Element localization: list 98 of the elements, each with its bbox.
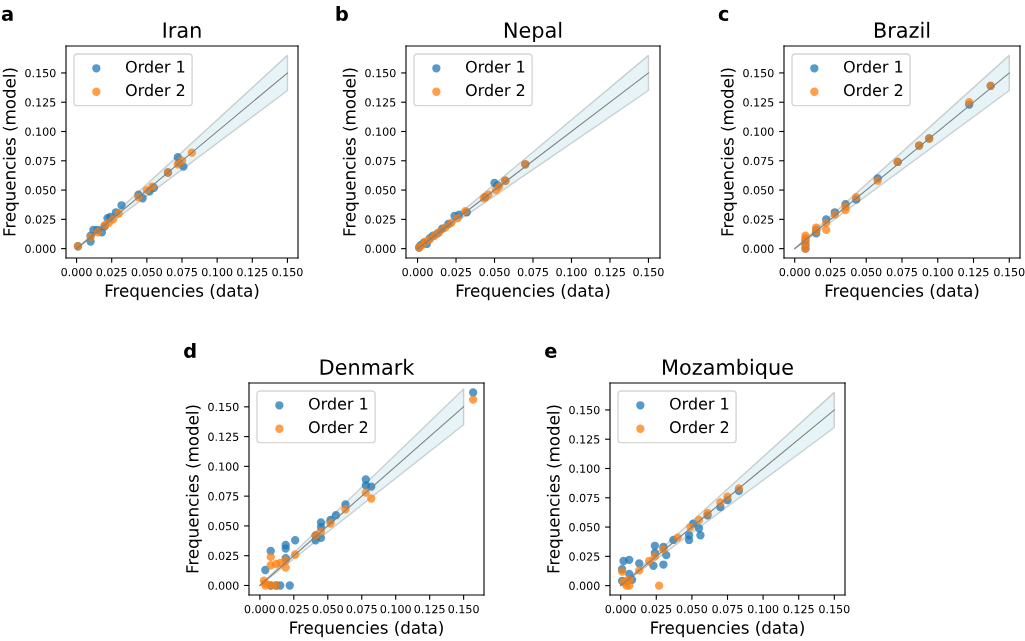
x-tick-label: 0.025 <box>815 267 846 277</box>
x-tick-label: 0.125 <box>783 604 814 614</box>
chart-title: Brazil <box>874 21 930 38</box>
x-axis-title: Frequencies (data) <box>290 621 443 638</box>
y-tick-label: 0.125 <box>569 435 600 444</box>
y-tick-label: 0.050 <box>208 521 239 531</box>
x-tick-label: 0.125 <box>958 267 989 277</box>
x-tick-label: 0.100 <box>380 604 411 614</box>
x-tick-label: 0.150 <box>819 604 850 614</box>
y-tick-label: 0.100 <box>743 127 774 136</box>
y-tick-label: 0.125 <box>208 432 239 441</box>
x-axis-title: Frequencies (data) <box>456 284 610 301</box>
x-tick-label: 0.000 <box>244 604 276 614</box>
text: e <box>545 346 557 359</box>
y-tick-label: 0.150 <box>743 68 774 78</box>
x-tick-label: 0.050 <box>131 267 163 277</box>
legend-label: Order 2 <box>465 83 525 97</box>
x-tick-label: 0.150 <box>633 267 664 277</box>
legend-label: Order 2 <box>669 420 729 434</box>
y-tick-label: 0.075 <box>365 156 396 166</box>
y-tick-label: 0.100 <box>25 127 56 136</box>
y-tick-label: 0.100 <box>208 462 239 471</box>
y-axis-title: Frequencies (model) <box>185 405 202 573</box>
x-tick-label: 0.075 <box>517 267 548 277</box>
x-tick-label: 0.125 <box>414 604 445 614</box>
chart-title: Denmark <box>320 358 415 375</box>
y-axis-title: Frequencies (model) <box>2 68 19 236</box>
y-tick-label: 0.025 <box>25 215 56 224</box>
x-tick-label: 0.075 <box>712 604 743 614</box>
x-tick-label: 0.150 <box>272 267 303 277</box>
legend-label: Order 1 <box>308 397 368 410</box>
legend-label: Order 1 <box>669 397 729 410</box>
y-tick-label: 0.025 <box>743 215 774 224</box>
x-tick-label: 0.050 <box>479 267 510 277</box>
x-axis-title: Frequencies (data) <box>825 284 979 301</box>
x-tick-label: 0.025 <box>641 604 672 614</box>
y-tick-label: 0.000 <box>365 244 396 254</box>
y-tick-label: 0.050 <box>365 186 396 195</box>
y-tick-label: 0.025 <box>208 551 239 561</box>
x-tick-label: 0.025 <box>96 267 127 277</box>
y-tick-label: 0.150 <box>365 68 396 78</box>
x-axis-title: Frequencies (data) <box>105 284 259 301</box>
x-tick-label: 0.000 <box>605 604 636 614</box>
text: b <box>336 5 348 22</box>
text: c <box>718 9 729 22</box>
x-tick-label: 0.100 <box>556 267 587 277</box>
y-tick-label: 0.125 <box>25 98 56 107</box>
y-tick-label: 0.100 <box>365 127 396 136</box>
legend-label: Order 2 <box>125 83 185 97</box>
y-tick-label: 0.125 <box>743 98 774 107</box>
y-tick-label: 0.025 <box>365 215 396 224</box>
y-tick-label: 0.000 <box>743 244 774 254</box>
x-tick-label: 0.000 <box>61 267 92 277</box>
y-axis-title: Frequencies (model) <box>720 68 737 236</box>
x-tick-label: 0.100 <box>922 267 953 277</box>
chart-title: Iran <box>163 22 201 38</box>
y-tick-label: 0.000 <box>25 244 56 254</box>
text: a <box>1 9 13 22</box>
y-tick-label: 0.075 <box>743 156 774 166</box>
y-tick-label: 0.050 <box>569 523 600 532</box>
x-tick-label: 0.075 <box>886 267 917 277</box>
text: d <box>184 342 196 359</box>
x-tick-label: 0.075 <box>346 604 377 614</box>
y-axis-title: Frequencies (model) <box>342 68 359 236</box>
legend-label: Order 2 <box>843 83 903 97</box>
x-tick-label: 0.075 <box>166 267 197 277</box>
legend-label: Order 2 <box>308 420 368 434</box>
x-tick-label: 0.000 <box>402 267 433 277</box>
x-tick-label: 0.050 <box>851 267 882 277</box>
legend-label: Order 1 <box>465 60 525 73</box>
y-tick-label: 0.150 <box>569 405 600 415</box>
y-tick-label: 0.050 <box>25 186 56 195</box>
x-tick-label: 0.025 <box>440 267 471 277</box>
x-tick-label: 0.150 <box>448 604 479 614</box>
y-tick-label: 0.075 <box>208 492 239 501</box>
x-tick-label: 0.125 <box>594 267 625 277</box>
legend-label: Order 1 <box>843 60 903 73</box>
y-tick-label: 0.075 <box>569 493 600 503</box>
x-tick-label: 0.025 <box>278 604 309 614</box>
x-tick-label: 0.000 <box>779 267 810 277</box>
x-tick-label: 0.050 <box>676 604 708 614</box>
y-tick-label: 0.150 <box>25 68 56 78</box>
x-tick-label: 0.125 <box>237 267 268 277</box>
y-tick-label: 0.025 <box>569 552 600 561</box>
y-tick-label: 0.150 <box>208 402 239 412</box>
chart-title: Nepal <box>504 21 562 42</box>
x-axis-title: Frequencies (data) <box>651 621 804 638</box>
y-tick-label: 0.000 <box>208 581 239 590</box>
y-tick-label: 0.100 <box>569 464 600 473</box>
x-tick-label: 0.050 <box>312 604 343 614</box>
y-axis-title: Frequencies (model) <box>546 405 563 573</box>
legend-label: Order 1 <box>125 60 185 73</box>
y-tick-label: 0.125 <box>365 98 396 107</box>
x-tick-label: 0.150 <box>994 267 1025 277</box>
y-tick-label: 0.000 <box>569 581 600 591</box>
chart-title: Mozambique <box>663 358 793 379</box>
y-tick-label: 0.075 <box>25 156 56 166</box>
y-tick-label: 0.050 <box>743 186 774 195</box>
